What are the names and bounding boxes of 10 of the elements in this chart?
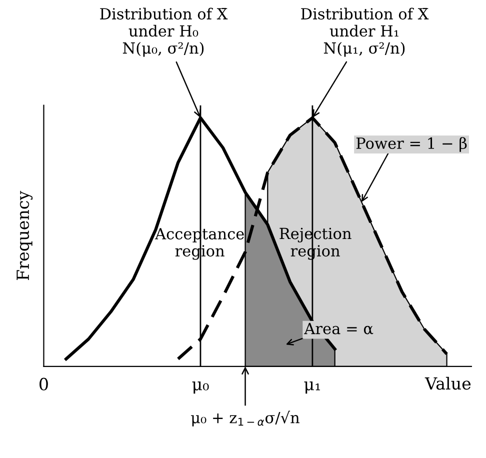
text: μ₀ + z$_{1−α}$σ/√n	[191, 410, 300, 426]
annotation: Distribution of X̄ under H₀ N(μ₀, σ²/n)	[100, 8, 228, 57]
annotation: Distribution of X̄ under H₁ N(μ₁, σ²/n)	[301, 8, 429, 57]
x-tick-label: 0	[40, 378, 48, 390]
x-axis-title: Value	[424, 376, 471, 390]
annotation: Area = α	[304, 322, 374, 334]
x-tick-label: μ₀	[192, 382, 209, 394]
annotation: Power = 1 − β	[356, 137, 467, 152]
y-axis-title: Frequency	[16, 190, 33, 280]
x-tick-label: μ₁	[304, 382, 320, 394]
